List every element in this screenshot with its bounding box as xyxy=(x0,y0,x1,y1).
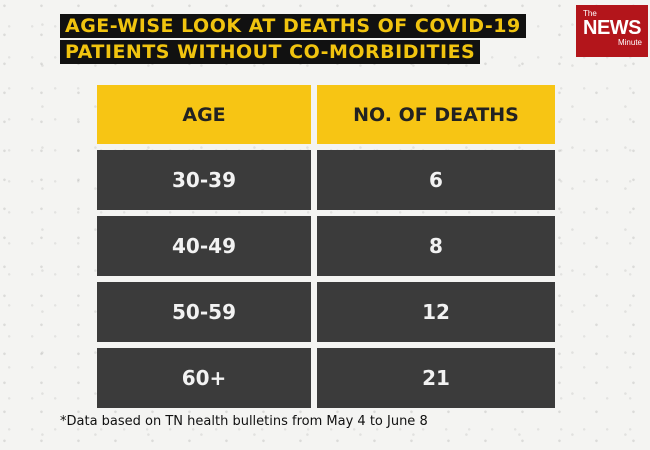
deaths-cell: 12 xyxy=(317,282,555,342)
column-header-age: AGE xyxy=(97,85,311,144)
table-row: 60+ 21 xyxy=(97,348,555,408)
age-cell: 30-39 xyxy=(97,150,311,210)
footnote: *Data based on TN health bulletins from … xyxy=(60,414,428,429)
age-cell: 60+ xyxy=(97,348,311,408)
header-row: AGE NO. OF DEATHS xyxy=(97,85,555,144)
deaths-table: AGE NO. OF DEATHS 30-39 6 40-49 8 50-59 … xyxy=(91,79,561,414)
news-minute-logo: The NEWS Minute xyxy=(576,5,648,57)
logo-minute: Minute xyxy=(617,38,642,47)
age-cell: 50-59 xyxy=(97,282,311,342)
table-row: 40-49 8 xyxy=(97,216,555,276)
chart-title: AGE-WISE LOOK AT DEATHS OF COVID-19 PATI… xyxy=(60,14,526,66)
deaths-cell: 21 xyxy=(317,348,555,408)
logo-news: NEWS xyxy=(583,17,642,39)
column-header-deaths: NO. OF DEATHS xyxy=(317,85,555,144)
title-line-1: AGE-WISE LOOK AT DEATHS OF COVID-19 xyxy=(60,14,526,38)
title-line-2: PATIENTS WITHOUT CO-MORBIDITIES xyxy=(60,40,481,64)
table-row: 50-59 12 xyxy=(97,282,555,342)
deaths-cell: 6 xyxy=(317,150,555,210)
age-cell: 40-49 xyxy=(97,216,311,276)
table-row: 30-39 6 xyxy=(97,150,555,210)
logo-the: The xyxy=(583,9,597,18)
deaths-cell: 8 xyxy=(317,216,555,276)
